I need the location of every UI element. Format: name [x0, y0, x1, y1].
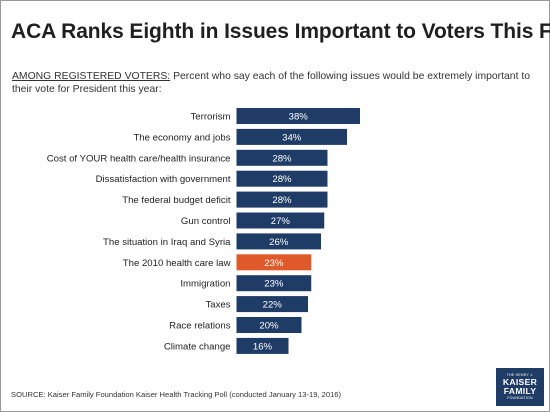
bar-9	[236, 275, 312, 292]
value-label-12: 16%	[253, 341, 273, 352]
category-label-9: Immigration	[180, 279, 230, 290]
category-label-5: The federal budget deficit	[122, 195, 231, 206]
category-label-1: Terrorism	[191, 112, 231, 123]
bar-4	[236, 170, 328, 187]
category-label-10: Taxes	[205, 300, 230, 311]
value-label-2: 34%	[282, 132, 302, 143]
bar-10	[236, 296, 308, 313]
source-note: SOURCE: Kaiser Family Foundation Kaiser …	[11, 390, 342, 399]
category-label-3: Cost of YOUR health care/health insuranc…	[47, 153, 231, 164]
bar-2	[236, 128, 347, 145]
bar-6	[236, 212, 325, 229]
value-label-4: 28%	[272, 174, 292, 185]
bar-1	[236, 108, 360, 124]
logo-line3: FAMILY	[503, 386, 537, 396]
bar-3	[236, 149, 328, 166]
chart-subtitle: AMONG REGISTERED VOTERS: Percent who say…	[12, 70, 540, 96]
subtitle-lead: AMONG REGISTERED VOTERS:	[12, 71, 171, 82]
value-label-8: 23%	[264, 258, 284, 269]
category-label-6: Gun control	[181, 216, 231, 227]
bar-8	[236, 254, 312, 271]
value-label-10: 22%	[263, 300, 283, 311]
value-label-7: 26%	[269, 237, 289, 248]
category-label-4: Dissatisfaction with government	[96, 174, 231, 185]
category-label-8: The 2010 health care law	[123, 258, 231, 269]
value-label-3: 28%	[272, 153, 292, 164]
bar-5	[236, 191, 328, 208]
value-label-5: 28%	[272, 195, 292, 206]
value-label-11: 20%	[259, 321, 279, 332]
bar-7	[236, 233, 321, 250]
value-label-6: 27%	[271, 216, 291, 227]
value-label-9: 23%	[264, 279, 284, 290]
bar-11	[236, 317, 302, 333]
category-label-12: Climate change	[164, 341, 231, 352]
chart-title: ACA Ranks Eighth in Issues Important to …	[11, 20, 550, 43]
category-label-11: Race relations	[169, 321, 231, 332]
subtitle-text: Percent who say each of the following is…	[12, 71, 531, 95]
logo-line2: KAISER	[502, 377, 538, 387]
logo-line4: FOUNDATION	[507, 396, 533, 400]
category-label-7: The situation in Iraq and Syria	[103, 237, 231, 248]
bar-12	[236, 337, 289, 354]
value-label-1: 38%	[289, 112, 309, 123]
logo-line1: THE HENRY J.	[506, 373, 534, 377]
category-label-2: The economy and jobs	[133, 132, 230, 143]
kff-logo: THE HENRY J. KAISER FAMILY FOUNDATION	[496, 368, 544, 406]
